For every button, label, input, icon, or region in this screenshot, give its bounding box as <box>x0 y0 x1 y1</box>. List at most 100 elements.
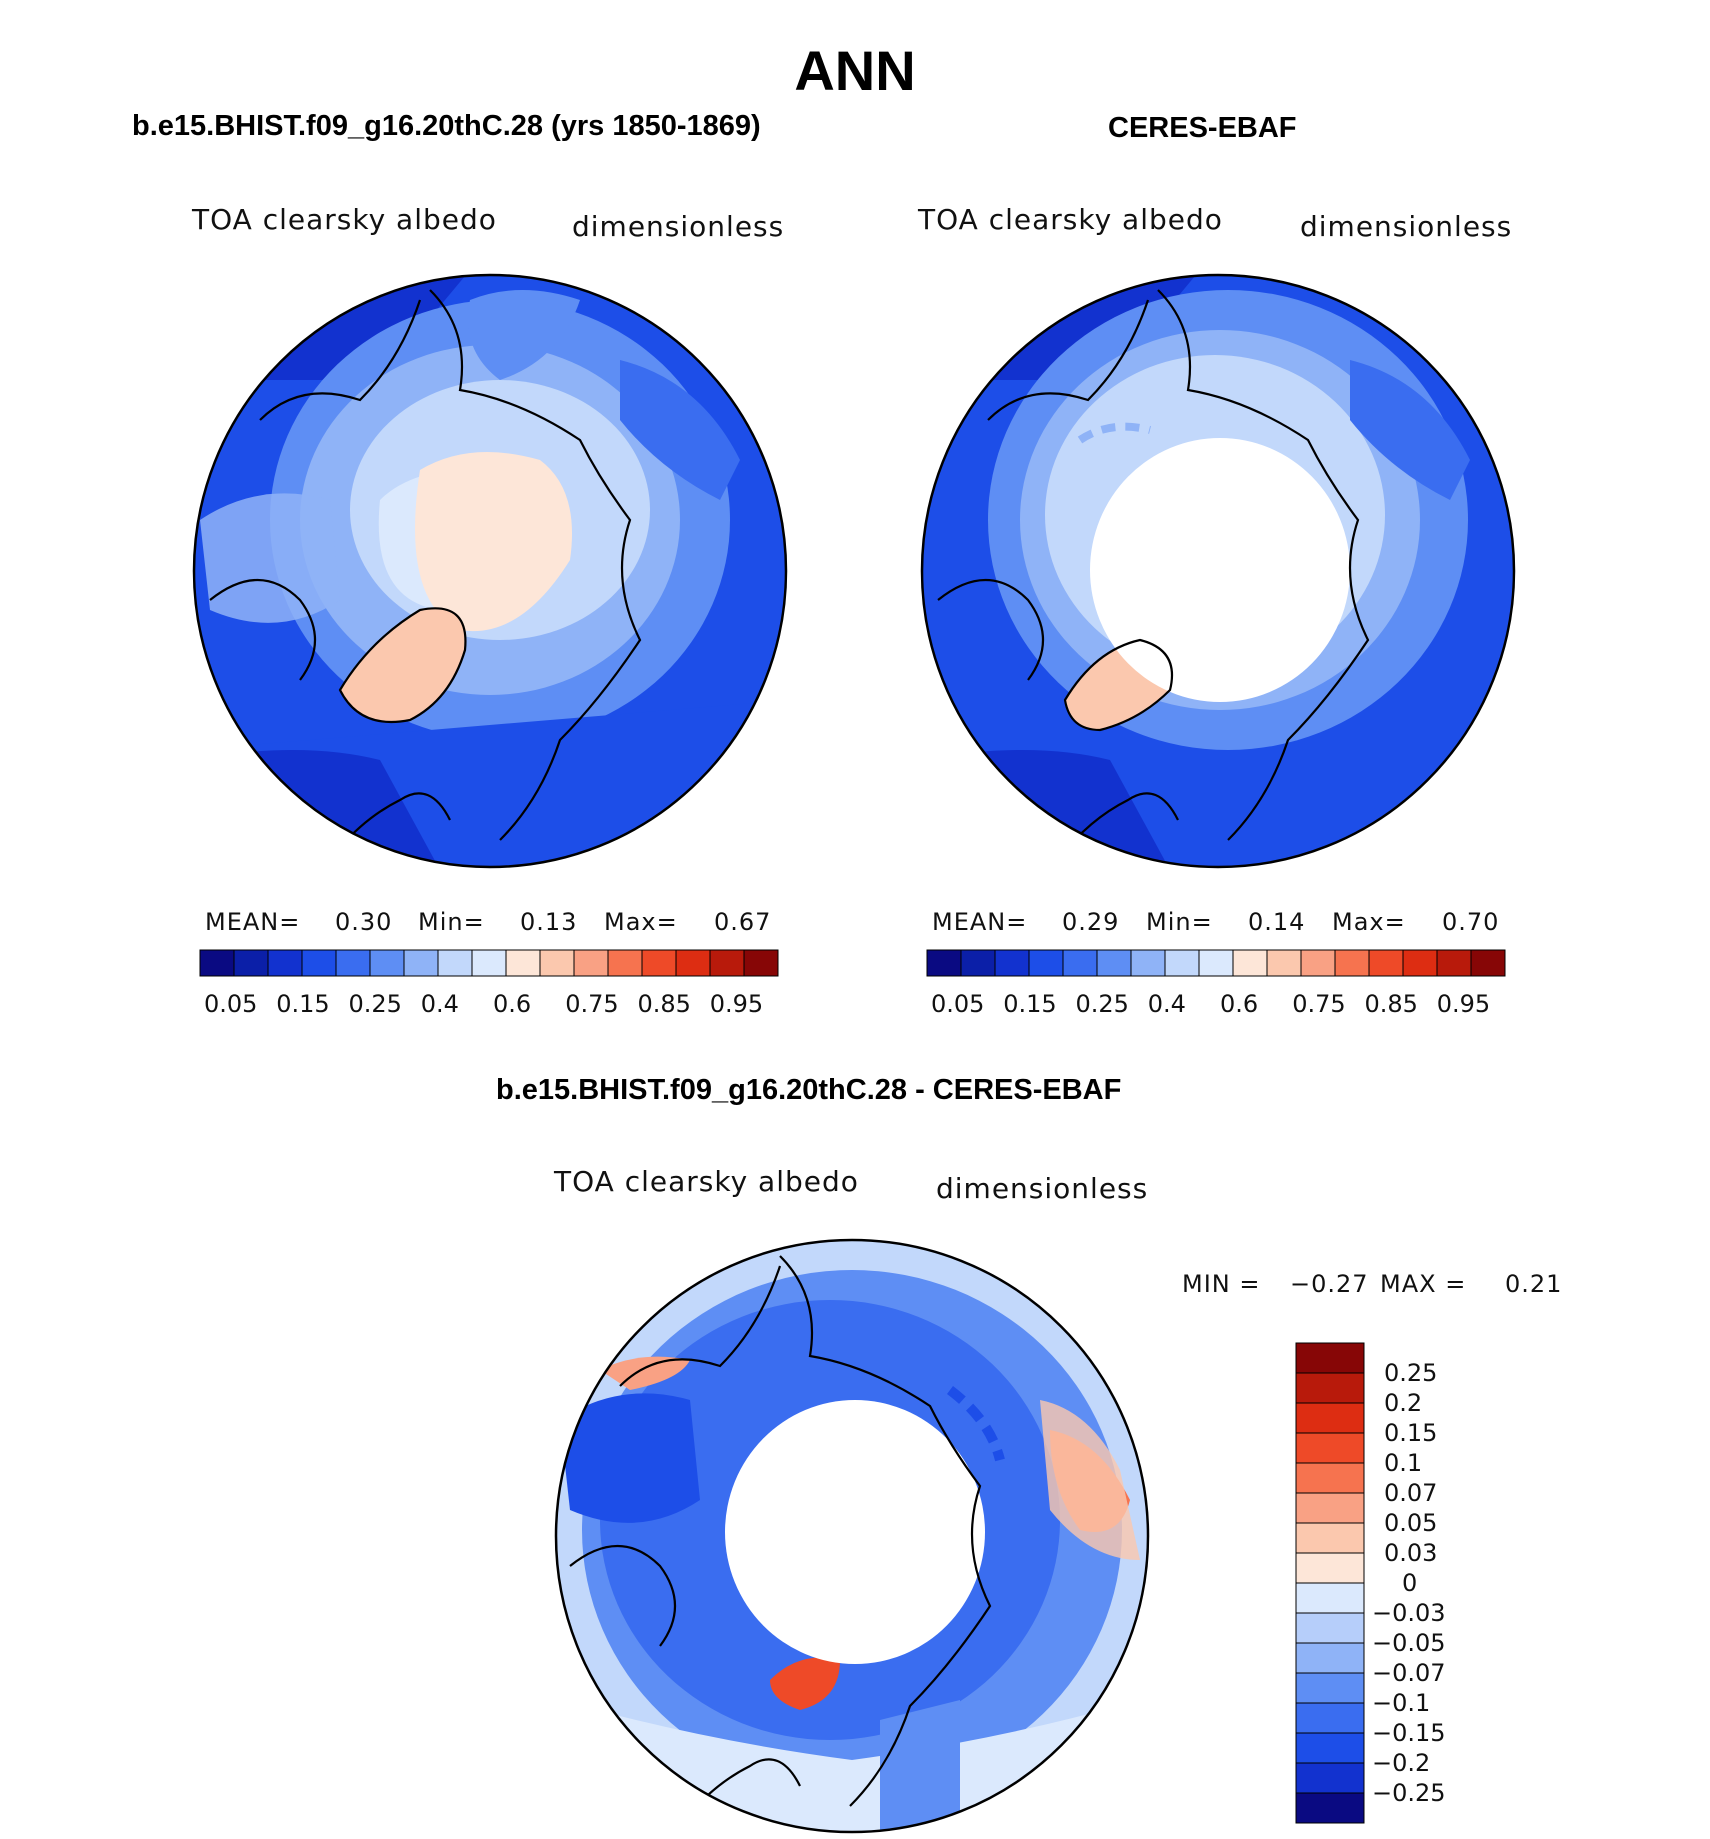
colorbar-swatch <box>573 949 609 977</box>
model-max-value: 0.67 <box>714 908 772 936</box>
diff-min-label: MIN = <box>1182 1270 1261 1298</box>
colorbar-tick-label: 0.15 <box>1384 1419 1438 1447</box>
diff-max-value: 0.21 <box>1505 1270 1563 1298</box>
diff-variable-label: TOA clearsky albedo <box>554 1165 859 1198</box>
colorbar-tick-label: 0.25 <box>1384 1359 1438 1387</box>
colorbar-swatch <box>1300 949 1336 977</box>
colorbar-tick-label: 0.05 <box>204 990 258 1018</box>
colorbar-swatch <box>199 949 235 977</box>
obs-max-label: Max= <box>1332 908 1406 936</box>
colorbar-tick-label: 0.07 <box>1384 1479 1438 1507</box>
colorbar-tick-label: 0.4 <box>1147 990 1186 1018</box>
colorbar-swatch <box>743 949 779 977</box>
colorbar-swatch <box>233 949 269 977</box>
colorbar-tick-label: 0.25 <box>1075 990 1129 1018</box>
colorbar-tick-label: 0.05 <box>931 990 985 1018</box>
colorbar-swatch <box>437 949 473 977</box>
colorbar-swatch <box>1062 949 1098 977</box>
colorbar-swatch <box>1295 1372 1365 1404</box>
colorbar-swatch <box>403 949 439 977</box>
colorbar-swatch <box>994 949 1030 977</box>
model-min-label: Min= <box>418 908 485 936</box>
colorbar-swatch <box>1295 1642 1365 1674</box>
colorbar-swatch <box>1295 1552 1365 1584</box>
colorbar-swatch <box>1232 949 1268 977</box>
colorbar-swatch <box>1096 949 1132 977</box>
model-min-value: 0.13 <box>520 908 578 936</box>
colorbar-tick-label: 0.25 <box>348 990 402 1018</box>
colorbar-tick-label: 0.95 <box>1436 990 1491 1018</box>
model-mean-value: 0.30 <box>335 908 393 936</box>
colorbar-tick-label: −0.2 <box>1372 1749 1431 1777</box>
model-variable-label: TOA clearsky albedo <box>192 203 497 236</box>
colorbar-swatch <box>1295 1432 1365 1464</box>
colorbar-tick-label: 0.95 <box>709 990 764 1018</box>
colorbar-swatch <box>1470 949 1506 977</box>
colorbar-swatch <box>1028 949 1064 977</box>
colorbar-tick-label: −0.25 <box>1372 1779 1446 1807</box>
diff-min-value: −0.27 <box>1290 1270 1369 1298</box>
obs-min-value: 0.14 <box>1248 908 1306 936</box>
obs-units-label: dimensionless <box>1300 210 1513 243</box>
diff-panel-title: b.e15.BHIST.f09_g16.20thC.28 - CERES-EBA… <box>496 1074 1122 1106</box>
obs-min-label: Min= <box>1146 908 1213 936</box>
diff-colorbar-labels: 0.25 0.2 0.15 0.1 0.07 0.05 0.03 0 −0.03 −0.05 −0.… <box>1372 1343 1482 1823</box>
model-mean-label: MEAN= <box>205 908 301 936</box>
colorbar-tick-label: 0.85 <box>637 990 691 1018</box>
colorbar-tick-label: 0.4 <box>420 990 459 1018</box>
colorbar-swatch <box>335 949 371 977</box>
colorbar-swatch <box>709 949 745 977</box>
colorbar-swatch <box>1295 1702 1365 1734</box>
colorbar-tick-label: 0.03 <box>1384 1539 1438 1567</box>
colorbar-swatch <box>1295 1672 1365 1704</box>
colorbar-tick-label: 0.2 <box>1384 1389 1423 1417</box>
colorbar-swatch <box>1295 1612 1365 1644</box>
colorbar-swatch <box>960 949 996 977</box>
colorbar-swatch <box>1295 1492 1365 1524</box>
colorbar-tick-label: 0.6 <box>1220 990 1259 1018</box>
colorbar-swatch <box>1295 1522 1365 1554</box>
obs-mean-label: MEAN= <box>932 908 1028 936</box>
colorbar-swatch <box>505 949 541 977</box>
colorbar-tick-label: −0.1 <box>1372 1689 1431 1717</box>
colorbar-swatch <box>471 949 507 977</box>
colorbar-swatch <box>1295 1462 1365 1494</box>
obs-map <box>922 275 1514 867</box>
colorbar-swatch <box>301 949 337 977</box>
colorbar-tick-label: 0.85 <box>1364 990 1418 1018</box>
diff-units-label: dimensionless <box>936 1172 1149 1205</box>
colorbar-swatch <box>1266 949 1302 977</box>
colorbar-tick-label: −0.07 <box>1372 1659 1446 1687</box>
colorbar-swatch <box>1295 1762 1365 1794</box>
colorbar-swatch <box>1295 1792 1365 1824</box>
colorbar-swatch <box>1334 949 1370 977</box>
obs-colorbar <box>926 949 1506 977</box>
colorbar-swatch <box>926 949 962 977</box>
colorbar-tick-label: 0 <box>1402 1569 1418 1597</box>
colorbar-tick-label: 0.6 <box>493 990 532 1018</box>
colorbar-swatch <box>1402 949 1438 977</box>
colorbar-swatch <box>1436 949 1472 977</box>
colorbar-swatch <box>1295 1582 1365 1614</box>
colorbar-swatch <box>1295 1732 1365 1764</box>
colorbar-swatch <box>1130 949 1166 977</box>
diff-max-label: MAX = <box>1380 1270 1467 1298</box>
colorbar-tick-label: 0.75 <box>565 990 619 1018</box>
colorbar-swatch <box>607 949 643 977</box>
obs-panel-title: CERES-EBAF <box>1108 112 1297 144</box>
diff-colorbar <box>1295 1342 1365 1824</box>
colorbar-swatch <box>1295 1342 1365 1374</box>
model-units-label: dimensionless <box>572 210 785 243</box>
obs-max-value: 0.70 <box>1442 908 1500 936</box>
colorbar-tick-label: 0.75 <box>1292 990 1346 1018</box>
obs-variable-label: TOA clearsky albedo <box>918 203 1223 236</box>
colorbar-swatch <box>1198 949 1234 977</box>
colorbar-swatch <box>1368 949 1404 977</box>
model-panel-title: b.e15.BHIST.f09_g16.20thC.28 (yrs 1850-1… <box>132 110 761 142</box>
colorbar-tick-label: 0.15 <box>276 990 330 1018</box>
model-colorbar-labels: 0.05 0.15 0.25 0.4 0.6 0.75 0.85 0.95 <box>200 990 778 1020</box>
figure-title: ANN <box>794 39 916 102</box>
colorbar-swatch <box>539 949 575 977</box>
model-max-label: Max= <box>604 908 678 936</box>
